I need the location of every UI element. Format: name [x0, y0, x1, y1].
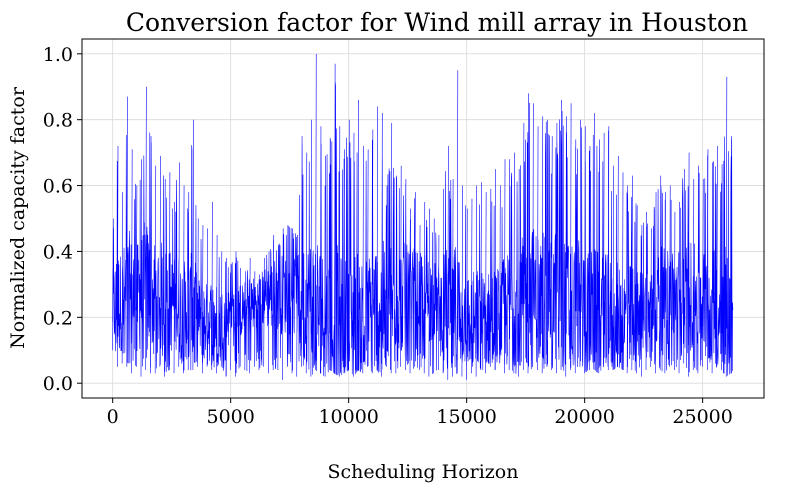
y-tick-label: 0.0: [43, 373, 73, 395]
x-tick-label: 20000: [554, 406, 614, 428]
x-tick-label: 10000: [318, 406, 378, 428]
y-tick-label: 0.2: [43, 307, 73, 329]
x-tick-label: 25000: [672, 406, 732, 428]
grid: [82, 39, 764, 398]
x-tick-label: 0: [107, 406, 119, 428]
x-tick-label: 15000: [436, 406, 496, 428]
chart-title: Conversion factor for Wind mill array in…: [126, 8, 748, 37]
x-axis-label: Scheduling Horizon: [328, 461, 519, 483]
plot-frame: [81, 38, 765, 399]
x-axis: 0 5000 10000 15000 20000 25000: [107, 398, 733, 428]
x-tick-label: 5000: [206, 406, 254, 428]
y-tick-label: 0.4: [43, 241, 73, 263]
y-tick-label: 1.0: [43, 44, 73, 66]
y-tick-label: 0.6: [43, 176, 73, 198]
series-line: [112, 53, 734, 380]
series-group: [112, 53, 734, 380]
y-axis-label: Normalized capacity factor: [7, 86, 29, 349]
y-axis: 0.0 0.2 0.4 0.6 0.8 1.0: [43, 44, 82, 395]
y-tick-label: 0.8: [43, 110, 73, 132]
